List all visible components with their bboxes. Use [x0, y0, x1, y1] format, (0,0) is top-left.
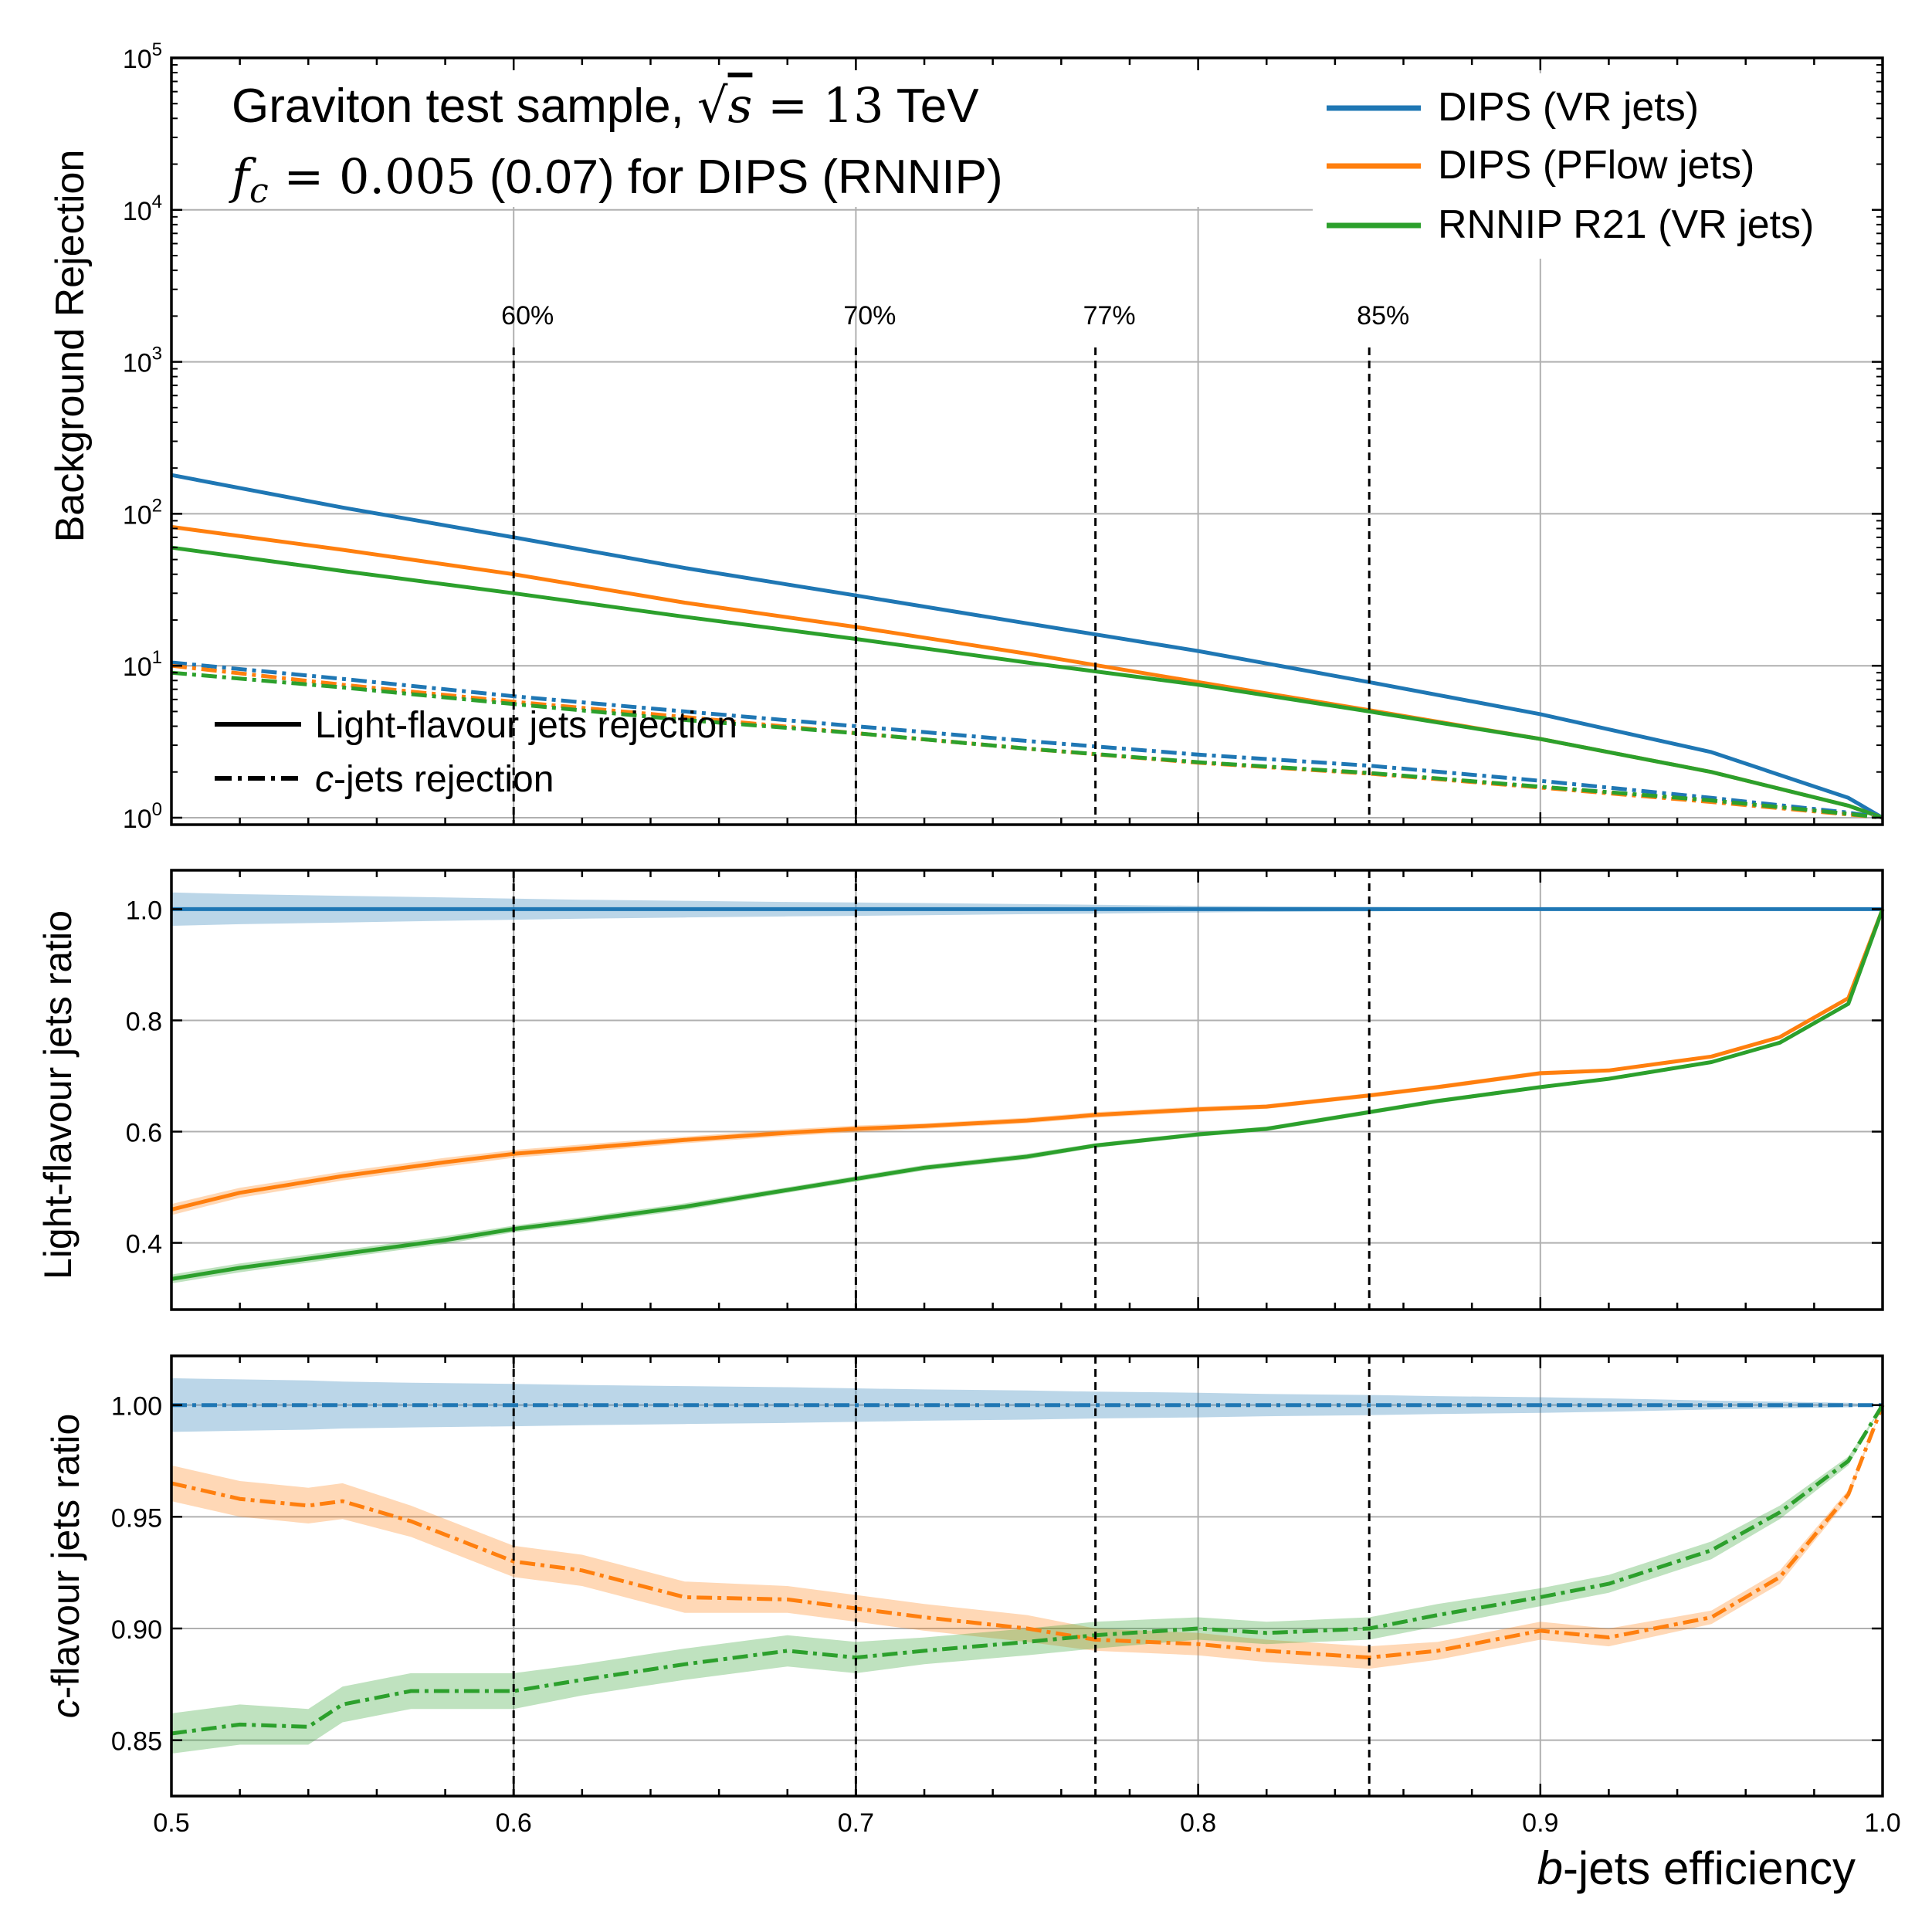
x-tick-label: 0.8 [1180, 1808, 1216, 1838]
working-point-label: 85% [1357, 301, 1409, 330]
legend-label-light-rejection: Light-flavour jets rejection [315, 705, 737, 746]
series-dips-pflow-jets-dashdot [171, 1404, 1885, 1660]
x-tick-label: 0.6 [496, 1808, 532, 1838]
series-dips-vr-jets-dashdot [171, 660, 1883, 820]
y-tick-label: 0.8 [126, 1007, 162, 1036]
legend-label-c-rejection: c-jets rejection [315, 759, 554, 800]
y-tick-label: 0.4 [126, 1230, 162, 1259]
y-tick-label: 100 [123, 799, 162, 834]
x-tick-label: 0.5 [153, 1808, 189, 1838]
series-dips-pflow-jets-solid [171, 908, 1885, 1212]
axes-frame [170, 869, 1884, 1311]
x-tick-label: 0.9 [1522, 1808, 1558, 1838]
axes-frame [170, 1354, 1884, 1798]
x-tick-label: 1.0 [1864, 1808, 1900, 1838]
axes-frame [170, 56, 1884, 826]
y-axis-label-top: Background Rejection [48, 150, 93, 543]
chart-title-line-2: fc = 0.005 (0.07) for DIPS (RNNIP) [229, 148, 1003, 211]
series-rnnip-r21-vr-jets-dashdot [171, 1404, 1885, 1736]
x-axis-label: b-jets efficiency [1537, 1842, 1856, 1894]
y-tick-label: 101 [123, 647, 162, 682]
style-legend: Light-flavour jets rejection c-jets reje… [215, 705, 737, 800]
legend-label-rnnip: RNNIP R21 (VR jets) [1438, 202, 1814, 247]
y-tick-label: 102 [123, 495, 162, 530]
y-axis-label-middle: Light-flavour jets ratio [36, 910, 80, 1279]
series-rnnip-r21-vr-jets-solid [171, 908, 1885, 1281]
legend-label-dips-pflow: DIPS (PFlow jets) [1438, 143, 1754, 188]
y-tick-label: 0.90 [111, 1615, 162, 1645]
y-tick-label: 105 [123, 39, 162, 74]
working-point-label: 60% [501, 301, 554, 330]
series-rnnip-r21-vr-jets-solid [171, 545, 1883, 820]
y-tick-label: 0.6 [126, 1119, 162, 1148]
working-point-label: 77% [1083, 301, 1136, 330]
y-tick-label: 0.85 [111, 1727, 162, 1757]
y-axis-label-bottom: c-flavour jets ratio [44, 1414, 87, 1719]
y-tick-label: 103 [123, 344, 162, 378]
y-tick-label: 0.95 [111, 1503, 162, 1533]
band-rnnip-r21-vr-jets [171, 1405, 1883, 1754]
y-tick-label: 1.0 [126, 896, 162, 925]
band-dips-pflow-jets [171, 1405, 1883, 1669]
series-legend: DIPS (VR jets) DIPS (PFlow jets) RNNIP R… [1327, 85, 1814, 247]
chart-title-line-1: Graviton test sample, √s = 13 TeV [232, 77, 979, 134]
legend-label-dips-vr: DIPS (VR jets) [1438, 85, 1699, 130]
title-background [174, 60, 1307, 207]
working-point-label: 70% [843, 301, 896, 330]
series-rnnip-r21-vr-jets-dashdot [171, 670, 1883, 820]
x-tick-label: 0.7 [838, 1808, 874, 1838]
y-tick-label: 104 [123, 191, 162, 226]
y-tick-label: 1.00 [111, 1392, 162, 1422]
series-dips-vr-jets-solid [171, 473, 1884, 820]
